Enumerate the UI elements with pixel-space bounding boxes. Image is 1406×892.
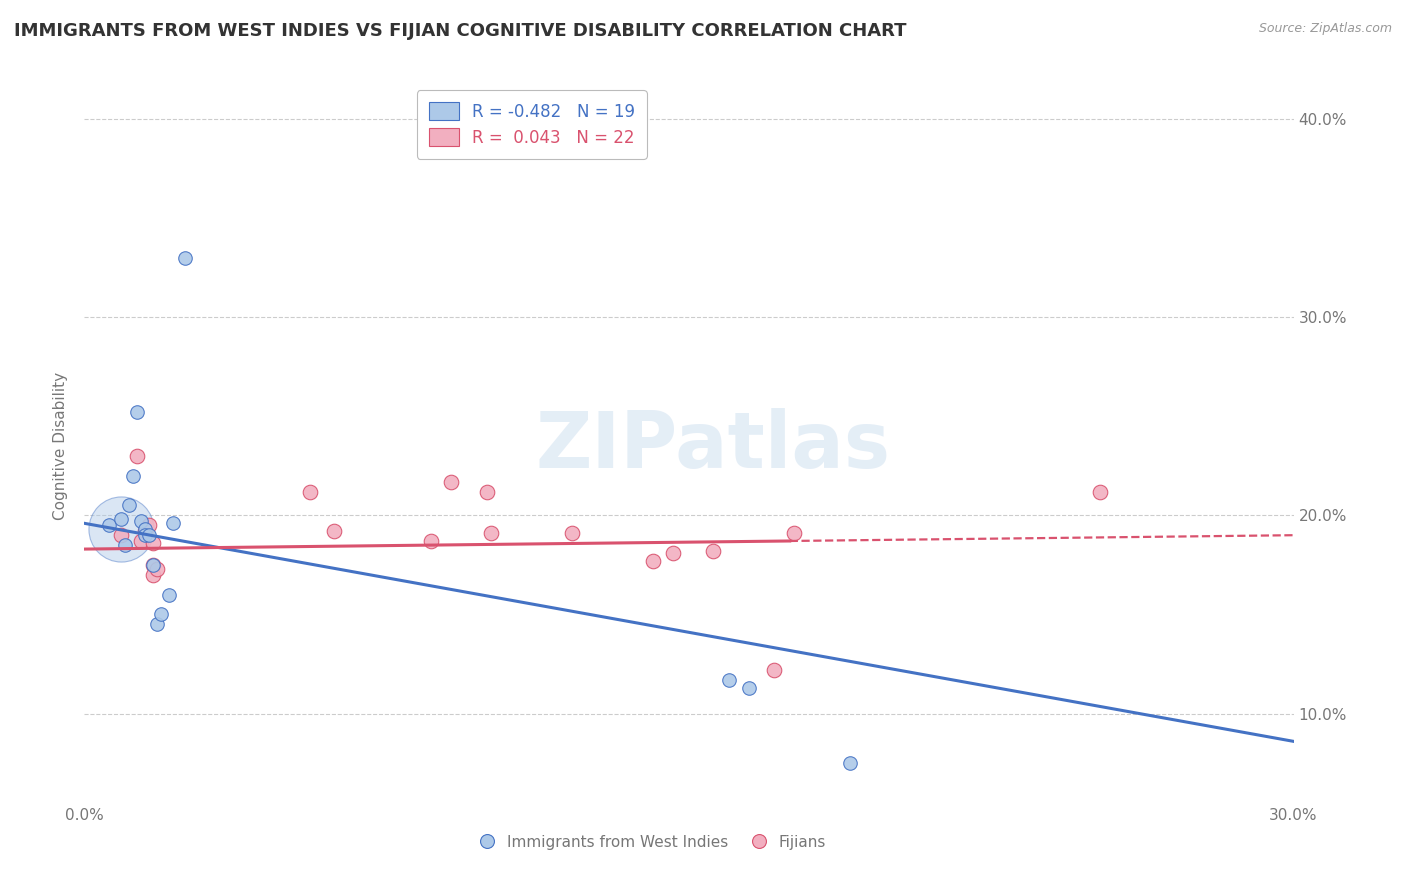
Point xyxy=(129,534,152,549)
Point xyxy=(110,528,132,542)
Point xyxy=(146,562,169,576)
Point xyxy=(110,522,132,536)
Point xyxy=(783,526,806,541)
Point xyxy=(323,524,346,539)
Point xyxy=(662,546,685,560)
Point xyxy=(138,528,160,542)
Point xyxy=(125,405,148,419)
Point xyxy=(718,673,741,687)
Legend: Immigrants from West Indies, Fijians: Immigrants from West Indies, Fijians xyxy=(474,829,832,855)
Text: Source: ZipAtlas.com: Source: ZipAtlas.com xyxy=(1258,22,1392,36)
Point xyxy=(97,518,120,533)
Point xyxy=(641,554,664,568)
Point xyxy=(299,484,322,499)
Point xyxy=(738,681,761,695)
Text: IMMIGRANTS FROM WEST INDIES VS FIJIAN COGNITIVE DISABILITY CORRELATION CHART: IMMIGRANTS FROM WEST INDIES VS FIJIAN CO… xyxy=(14,22,907,40)
Point xyxy=(138,518,160,533)
Point xyxy=(125,449,148,463)
Point xyxy=(134,522,156,536)
Point xyxy=(477,484,499,499)
Point xyxy=(142,536,165,550)
Y-axis label: Cognitive Disability: Cognitive Disability xyxy=(53,372,69,520)
Point xyxy=(142,558,165,572)
Point xyxy=(174,251,197,265)
Point xyxy=(839,756,862,771)
Point xyxy=(162,516,184,531)
Point xyxy=(561,526,583,541)
Point xyxy=(142,567,165,582)
Point xyxy=(762,663,785,677)
Point xyxy=(157,588,180,602)
Point xyxy=(1088,484,1111,499)
Point xyxy=(440,475,463,489)
Point xyxy=(146,617,169,632)
Point xyxy=(481,526,503,541)
Point xyxy=(121,468,143,483)
Point xyxy=(142,558,165,572)
Point xyxy=(129,514,152,528)
Point xyxy=(702,544,724,558)
Point xyxy=(149,607,172,622)
Point xyxy=(110,512,132,526)
Point xyxy=(118,499,141,513)
Point xyxy=(134,528,156,542)
Point xyxy=(134,524,156,539)
Text: ZIPatlas: ZIPatlas xyxy=(536,408,890,484)
Point xyxy=(114,538,136,552)
Point xyxy=(420,534,443,549)
